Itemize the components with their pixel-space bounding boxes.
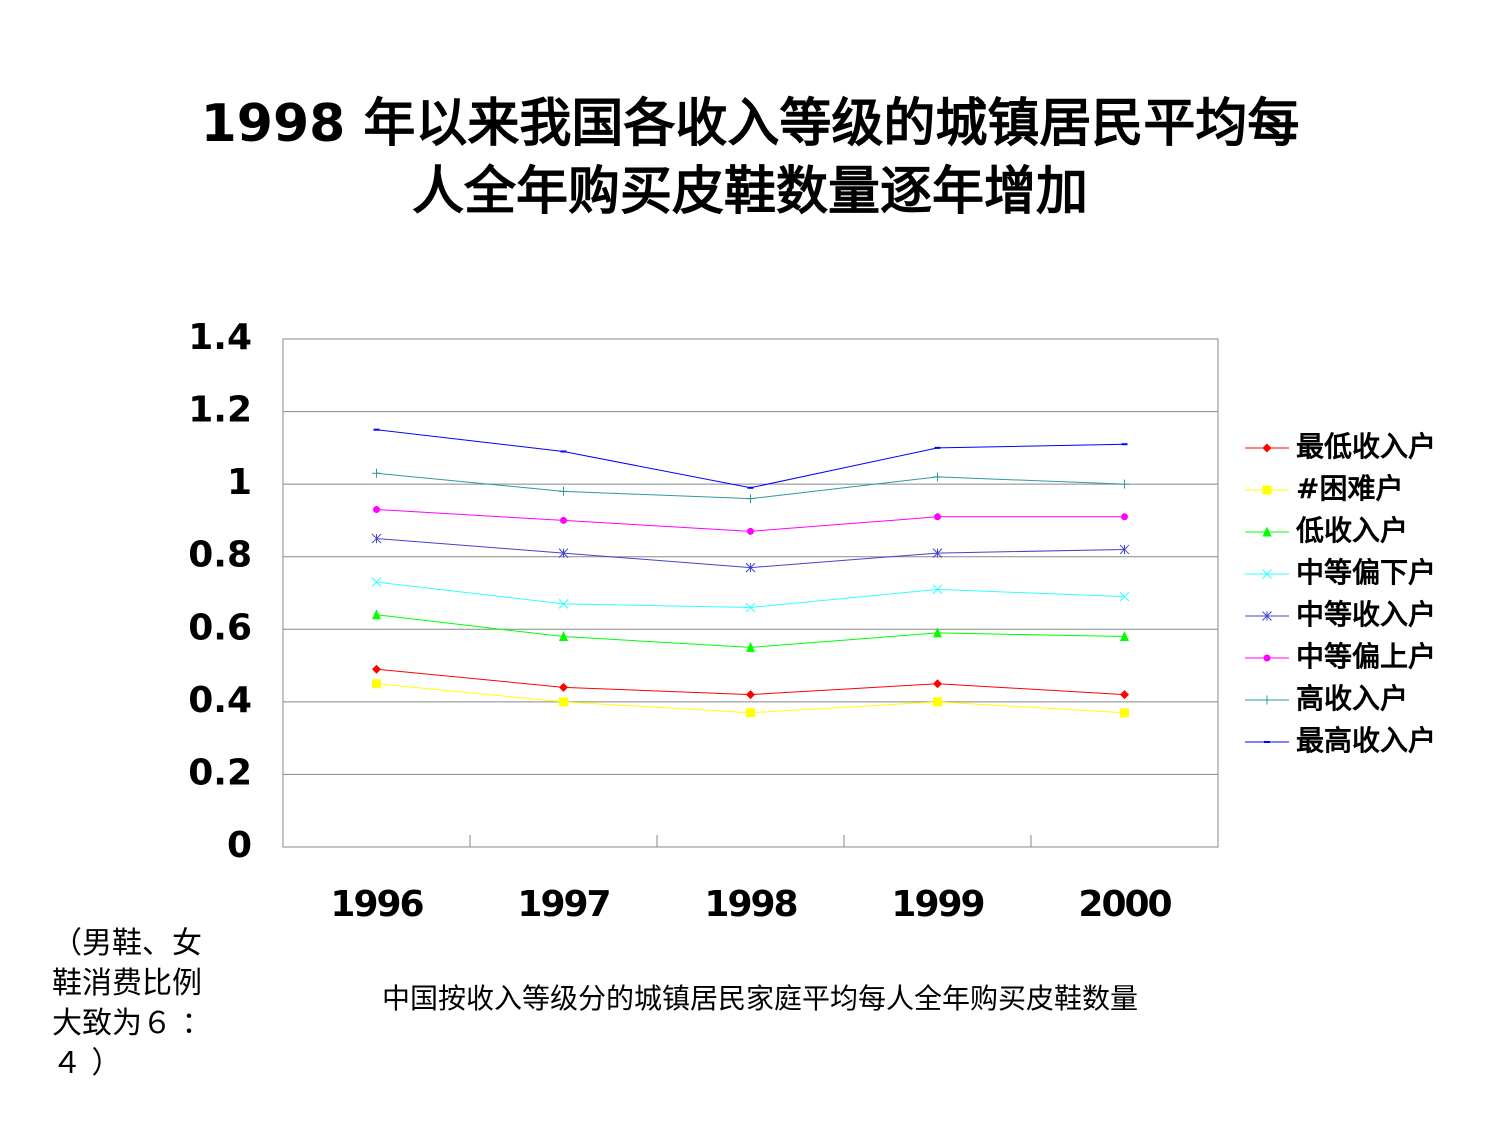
series: 中等偏下户: [371, 556, 1436, 613]
legend-label: 中等偏下户: [1296, 556, 1436, 589]
legend-label: 中等偏上户: [1296, 640, 1436, 673]
marker: [745, 602, 756, 613]
marker: [746, 708, 755, 718]
series: 低收入户: [372, 514, 1408, 652]
marker: [933, 472, 942, 482]
caption: 中国按收入等级分的城镇居民家庭平均每人全年购买皮鞋数量: [382, 982, 1138, 1015]
y-tick-label: 1.4: [188, 317, 252, 358]
marker: [932, 584, 943, 595]
y-tick-label: 0.4: [188, 680, 252, 721]
marker: [371, 533, 382, 544]
marker: [746, 690, 755, 700]
marker: [559, 697, 568, 707]
marker: [1119, 544, 1130, 555]
series: 最高收入户: [373, 428, 1436, 757]
series-line: [376, 581, 1125, 609]
marker: [1262, 526, 1272, 537]
marker: [1262, 695, 1272, 705]
marker: [746, 641, 755, 652]
series: 中等收入户: [371, 533, 1436, 631]
marker: [559, 682, 568, 692]
marker: [746, 494, 755, 504]
title-line: 人全年购买皮鞋数量逐年增加: [412, 162, 1088, 222]
note-line: 鞋消费比例: [52, 966, 202, 1001]
x-tick-label: 1996: [330, 884, 423, 925]
series-line: [376, 429, 1125, 489]
marker: [1119, 591, 1130, 602]
x-tick-label: 1999: [891, 884, 983, 925]
marker: [1262, 443, 1272, 453]
marker: [372, 609, 381, 620]
x-tick-label: 1998: [704, 884, 796, 925]
marker: [559, 631, 568, 642]
marker: [747, 527, 754, 535]
marker: [1262, 485, 1272, 495]
note-line: （男鞋、女: [52, 926, 202, 961]
legend-label: 高收入户: [1296, 682, 1408, 715]
legend-label: 中等收入户: [1296, 598, 1436, 631]
x-tick-label: 2000: [1078, 884, 1171, 925]
y-tick-label: 1: [227, 462, 252, 503]
legend-label: 低收入户: [1295, 514, 1408, 547]
marker: [1121, 513, 1128, 521]
y-tick-label: 0.2: [188, 752, 252, 793]
marker: [932, 548, 943, 558]
marker: [933, 679, 942, 689]
marker: [1263, 654, 1271, 662]
marker: [1120, 479, 1129, 489]
marker: [372, 468, 381, 478]
plot-area: [282, 338, 1219, 848]
marker: [1120, 631, 1129, 642]
marker: [1262, 569, 1272, 579]
marker: [933, 697, 942, 707]
marker: [558, 599, 569, 609]
y-tick-label: 0: [227, 825, 252, 866]
marker: [745, 562, 756, 573]
series: 中等偏上户: [373, 506, 1436, 673]
series: 高收入户: [372, 468, 1408, 715]
title-line: 1998 年以来我国各收入等级的城镇居民平均每: [201, 94, 1300, 154]
marker: [372, 664, 381, 674]
marker: [1120, 690, 1129, 700]
series: #困难户: [372, 472, 1403, 718]
legend-label: 最高收入户: [1296, 724, 1436, 757]
marker: [1262, 611, 1272, 621]
marker: [373, 506, 380, 514]
note-line: 大致为６ ：: [52, 1006, 212, 1041]
y-tick-label: 0.8: [188, 535, 252, 576]
marker: [934, 513, 941, 521]
x-tick-label: 1997: [517, 884, 609, 925]
marker: [933, 627, 942, 638]
legend-label: #困难户: [1296, 472, 1403, 505]
y-tick-label: 1.2: [188, 390, 252, 431]
marker: [559, 486, 568, 496]
y-tick-label: 0.6: [188, 607, 252, 648]
series: 最低收入户: [372, 430, 1436, 700]
marker: [371, 577, 382, 587]
legend-label: 最低收入户: [1296, 430, 1436, 463]
marker: [560, 516, 567, 524]
note-line: ４ ）: [52, 1046, 122, 1081]
marker: [1120, 708, 1129, 718]
marker: [372, 679, 381, 689]
marker: [558, 548, 569, 558]
